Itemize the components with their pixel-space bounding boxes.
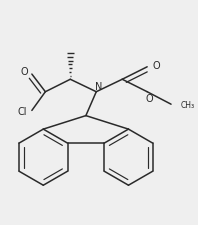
Text: Cl: Cl (18, 108, 27, 117)
Text: O: O (153, 61, 160, 71)
Text: O: O (21, 67, 28, 77)
Text: O: O (145, 94, 153, 104)
Text: CH₃: CH₃ (180, 101, 194, 110)
Text: N: N (95, 81, 102, 92)
